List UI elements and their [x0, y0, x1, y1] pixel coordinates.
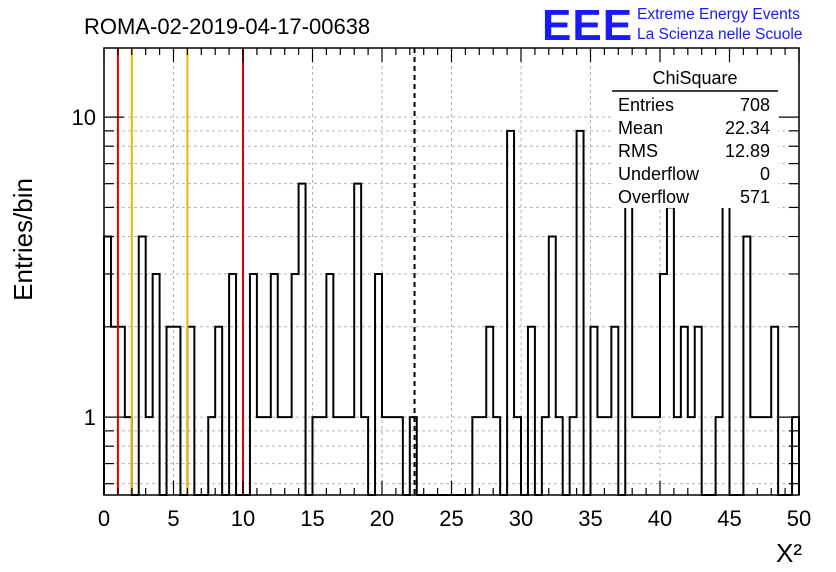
logo-text: EEE	[542, 1, 633, 50]
stats-row-value: 0	[760, 164, 770, 184]
x-tick-label: 45	[717, 506, 741, 531]
eee-logo: EEE Extreme Energy Events La Scienza nel…	[542, 1, 802, 50]
x-tick-label: 0	[98, 506, 110, 531]
stats-row-value: 708	[740, 95, 770, 115]
stats-row-label: Entries	[618, 95, 674, 115]
stats-box: ChiSquare Entries 708 Mean 22.34 RMS 12.89 Unde…	[612, 66, 778, 208]
histogram-bin	[667, 207, 674, 495]
x-tick-label: 10	[231, 506, 255, 531]
histogram-bin	[104, 237, 111, 495]
histogram-bin	[118, 327, 125, 495]
histogram-bin	[681, 327, 688, 495]
histogram-bin	[326, 274, 333, 495]
axes: 0 5 10 15 20 25 30 35 40 45 50 1 10	[72, 47, 811, 531]
histogram-bin	[660, 274, 667, 495]
x-tick-label: 25	[439, 506, 463, 531]
x-tick-label: 30	[509, 506, 533, 531]
histogram-bin	[139, 237, 146, 495]
y-tick-label: 10	[72, 105, 96, 130]
histogram-bin	[167, 327, 174, 495]
x-tick-label: 5	[167, 506, 179, 531]
stats-row-value: 12.89	[725, 141, 770, 161]
histogram-bin	[528, 327, 535, 495]
org-line-1: Extreme Energy Events	[637, 6, 800, 23]
x-tick-label: 40	[648, 506, 672, 531]
y-tick-label: 1	[84, 405, 96, 430]
x-tick-label: 35	[578, 506, 602, 531]
histogram-bin	[229, 274, 236, 495]
histogram-bin	[187, 327, 194, 495]
stats-box-bg	[612, 66, 778, 208]
x-tick-label: 50	[787, 506, 811, 531]
run-title: ROMA-02-2019-04-17-00638	[84, 14, 370, 39]
histogram-bin	[271, 274, 278, 495]
histogram-bin	[215, 327, 222, 495]
histogram-bin	[695, 327, 702, 495]
histogram-bin	[507, 131, 514, 495]
stats-row-label: Mean	[618, 118, 663, 138]
stats-row-label: RMS	[618, 141, 658, 161]
histogram-bin	[111, 327, 118, 495]
histogram-bin	[299, 184, 306, 495]
stats-row-label: Overflow	[618, 187, 690, 207]
histogram-bin	[354, 184, 361, 495]
histogram-bin	[486, 327, 493, 495]
histogram-bin	[250, 274, 257, 495]
x-axis-label: X²	[776, 538, 802, 568]
stats-row-value: 22.34	[725, 118, 770, 138]
y-axis-label: Entries/bin	[8, 178, 38, 301]
histogram-bin	[743, 237, 750, 495]
histogram-bin	[611, 327, 618, 495]
stats-row-label: Underflow	[618, 164, 700, 184]
x-tick-label: 15	[300, 506, 324, 531]
histogram-bin	[771, 327, 778, 495]
org-line-2: La Scienza nelle Scuole	[637, 26, 802, 43]
stats-box-title: ChiSquare	[652, 68, 737, 88]
x-tick-label: 20	[370, 506, 394, 531]
histogram-bin	[577, 131, 584, 495]
histogram-bin	[292, 274, 299, 495]
reference-lines	[116, 48, 416, 495]
histogram-bin	[375, 274, 382, 495]
histogram-bin	[174, 327, 181, 495]
histogram-bin	[591, 327, 598, 495]
stats-row-value: 571	[740, 187, 770, 207]
histogram-bin	[153, 274, 160, 495]
histogram-bin	[549, 237, 556, 495]
